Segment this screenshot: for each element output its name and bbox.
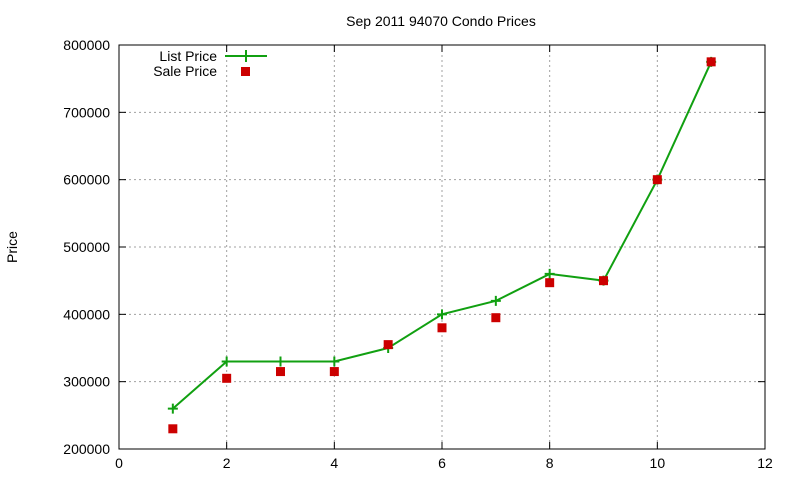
list-price-point: [544, 268, 555, 279]
sale-price-point: [222, 373, 232, 383]
sale-price-point: [276, 367, 285, 377]
x-tick-label: 0: [115, 455, 123, 471]
x-tick-label: 10: [650, 455, 666, 471]
series-layer: [167, 56, 717, 434]
x-tick-label: 4: [330, 455, 338, 471]
y-tick-label: 300000: [63, 374, 110, 390]
legend: List Price Sale Price: [153, 48, 267, 79]
y-tick-label: 200000: [63, 441, 110, 457]
x-tick-label: 6: [438, 455, 446, 471]
sale-price-point: [706, 57, 716, 67]
legend-marker-list-price: [240, 50, 252, 62]
sale-price-point: [329, 367, 339, 377]
y-tick-label: 400000: [63, 306, 110, 322]
sale-price-point: [437, 323, 447, 333]
sale-price-point: [599, 276, 608, 286]
chart-title: Sep 2011 94070 Condo Prices: [346, 13, 536, 29]
list-price-point: [437, 309, 447, 320]
x-tick-label: 12: [757, 455, 773, 471]
y-tick-label: 700000: [63, 104, 110, 120]
list-price-point: [490, 295, 501, 306]
y-axis-label: Price: [4, 231, 20, 263]
list-price-point: [275, 356, 286, 367]
grid-lines: [119, 45, 765, 449]
legend-label-list-price: List Price: [159, 48, 217, 64]
sale-price-point: [491, 313, 501, 323]
legend-label-sale-price: Sale Price: [153, 63, 217, 79]
legend-marker-sale-price: [241, 67, 250, 76]
sale-price-point: [652, 175, 662, 185]
sale-price-point: [168, 424, 178, 434]
list-price-point: [329, 356, 340, 367]
axis-ticks: 0 2 4 6 8 10 12 200000 300000 400000 500000 600000 7…: [63, 37, 773, 471]
x-tick-label: 8: [546, 455, 554, 471]
y-tick-label: 800000: [63, 37, 110, 53]
y-tick-label: 500000: [63, 239, 110, 255]
list-price-point: [221, 356, 232, 367]
y-tick-label: 600000: [63, 172, 110, 188]
sale-price-point: [383, 340, 393, 350]
sale-price-point: [545, 278, 555, 288]
x-tick-label: 2: [223, 455, 231, 471]
list-price-point: [167, 403, 178, 414]
